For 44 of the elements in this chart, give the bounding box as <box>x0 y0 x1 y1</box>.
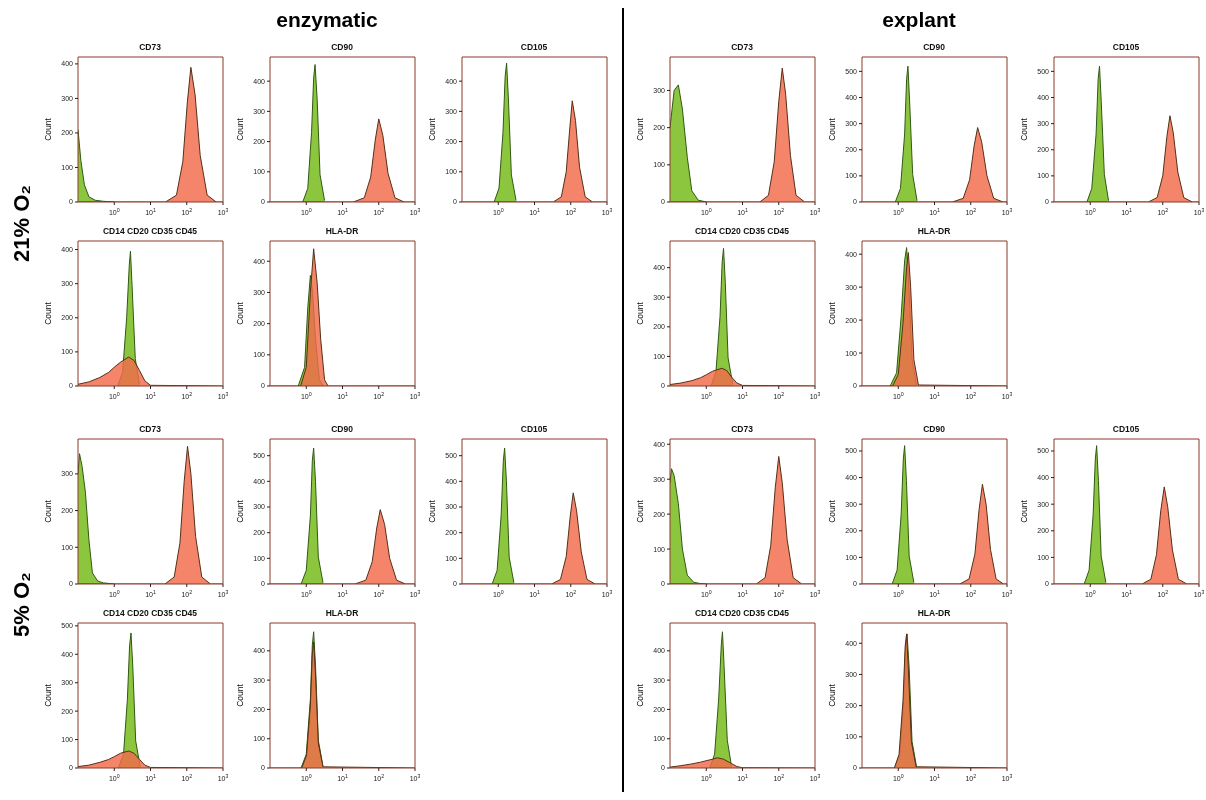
chart-title: CD14 CD20 CD35 CD45 <box>694 225 790 238</box>
chart-title: CD105 <box>1111 423 1141 436</box>
y-axis-title: Count <box>43 117 54 141</box>
chart-title: CD90 <box>922 423 946 436</box>
y-axis-title: Count <box>43 499 54 523</box>
chart-title: HLA-DR <box>324 607 360 620</box>
y-axis-title: Count <box>43 683 54 707</box>
chart-title: CD105 <box>519 423 549 436</box>
chart-title: CD73 <box>730 423 754 436</box>
chart-title: HLA-DR <box>916 607 952 620</box>
y-axis-title: Count <box>827 117 838 141</box>
chart-title: CD105 <box>1111 41 1141 54</box>
chart-title: CD90 <box>330 423 354 436</box>
chart-title: CD90 <box>922 41 946 54</box>
y-axis-title: Count <box>827 499 838 523</box>
chart-title: HLA-DR <box>324 225 360 238</box>
y-axis-title: Count <box>635 301 646 325</box>
text: explant <box>881 8 957 32</box>
text: 5% O₂ <box>8 571 35 640</box>
y-axis-title: Count <box>1019 117 1030 141</box>
y-axis-title: Count <box>43 301 54 325</box>
y-axis-title: Count <box>635 683 646 707</box>
chart-title: CD73 <box>730 41 754 54</box>
chart-title: CD90 <box>330 41 354 54</box>
y-axis-title: Count <box>635 117 646 141</box>
chart-title: HLA-DR <box>916 225 952 238</box>
y-axis-title: Count <box>1019 499 1030 523</box>
chart-title: CD14 CD20 CD35 CD45 <box>102 607 198 620</box>
y-axis-title: Count <box>235 683 246 707</box>
text: enzymatic <box>275 8 379 32</box>
chart-title: CD14 CD20 CD35 CD45 <box>694 607 790 620</box>
text: 21% O₂ <box>8 183 35 264</box>
y-axis-title: Count <box>827 301 838 325</box>
y-axis-title: Count <box>827 683 838 707</box>
y-axis-title: Count <box>235 499 246 523</box>
chart-title: CD73 <box>138 41 162 54</box>
y-axis-title: Count <box>635 499 646 523</box>
y-axis-title: Count <box>427 117 438 141</box>
y-axis-title: Count <box>427 499 438 523</box>
chart-title: CD105 <box>519 41 549 54</box>
y-axis-title: Count <box>235 117 246 141</box>
chart-title: CD73 <box>138 423 162 436</box>
chart-title: CD14 CD20 CD35 CD45 <box>102 225 198 238</box>
y-axis-title: Count <box>235 301 246 325</box>
